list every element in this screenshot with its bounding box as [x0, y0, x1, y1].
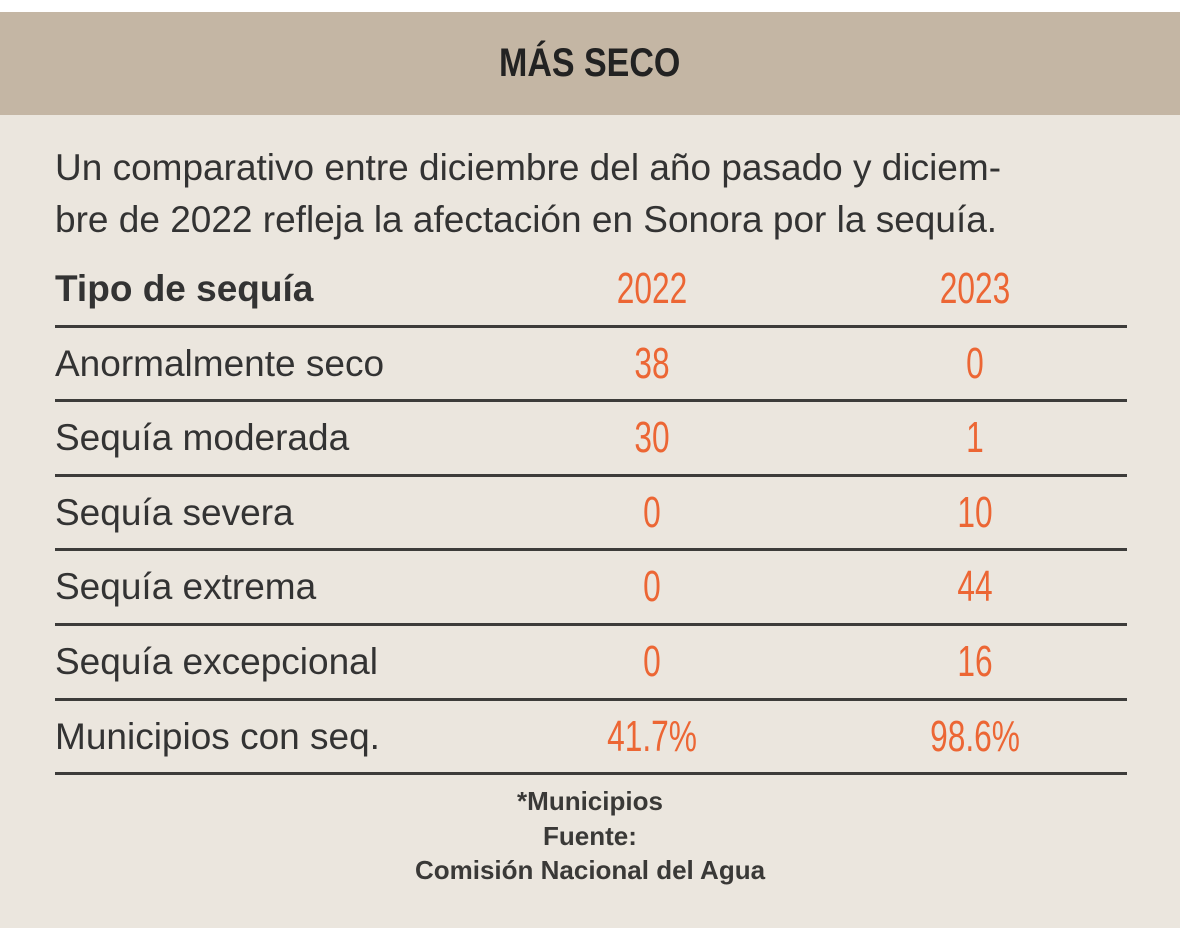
- row-divider: [55, 473, 1127, 477]
- table-row: Sequía excepcional 0 16: [55, 625, 1127, 699]
- title: MÁS SECO: [499, 41, 681, 85]
- column-header-type: Tipo de sequía: [55, 268, 314, 309]
- row-label: Sequía extrema: [55, 566, 317, 608]
- cell-value: 98.6%: [930, 711, 1020, 761]
- row-label: Anormalmente seco: [55, 342, 385, 384]
- cell-value: 10: [957, 487, 993, 537]
- row-label: Sequía severa: [55, 491, 294, 533]
- infographic-panel: MÁS SECO Un comparativo entre diciembre …: [0, 12, 1180, 928]
- intro-line: bre de 2022 refleja la afectación en Son…: [55, 199, 998, 240]
- intro-text: Un comparativo entre diciembre del año p…: [55, 142, 1135, 246]
- source-label: Fuente:: [543, 821, 637, 851]
- table-row: Anormalmente seco 38 0: [55, 327, 1127, 401]
- cell-value: 0: [643, 562, 661, 612]
- row-divider: [55, 697, 1127, 701]
- row-label: Municipios con seq.: [55, 715, 380, 757]
- cell-value: 16: [957, 637, 993, 686]
- cell-value: 41.7%: [607, 711, 697, 761]
- footnote: *Municipios: [517, 786, 663, 816]
- cell-value: 38: [634, 338, 670, 388]
- row-divider: [55, 623, 1127, 626]
- row-divider: [55, 772, 1127, 776]
- row-divider: [55, 324, 1127, 328]
- column-header-year: 2023: [939, 264, 1011, 313]
- cell-value: 0: [643, 487, 661, 537]
- table-row: Sequía extrema 0 44: [55, 550, 1127, 624]
- cell-value: 1: [966, 413, 984, 463]
- column-header-year: 2022: [616, 264, 688, 313]
- cell-value: 0: [966, 338, 984, 388]
- cell-value: 44: [957, 562, 993, 612]
- cell-value: 30: [634, 413, 670, 463]
- table-header-row: Tipo de sequía 2022 2023: [55, 252, 1127, 326]
- cell-value: 0: [643, 637, 661, 686]
- row-label: Sequía moderada: [55, 417, 350, 459]
- table-row: Municipios con seq. 41.7% 98.6%: [55, 700, 1127, 774]
- table-row: Sequía severa 0 10: [55, 476, 1127, 550]
- title-bar: MÁS SECO: [0, 12, 1180, 115]
- row-label: Sequía excepcional: [55, 641, 378, 682]
- table-row: Sequía moderada 30 1: [55, 401, 1127, 475]
- intro-line: Un comparativo entre diciembre del año p…: [55, 147, 1002, 188]
- row-divider: [55, 399, 1127, 403]
- row-divider: [55, 548, 1127, 552]
- source: Comisión Nacional del Agua: [414, 855, 766, 885]
